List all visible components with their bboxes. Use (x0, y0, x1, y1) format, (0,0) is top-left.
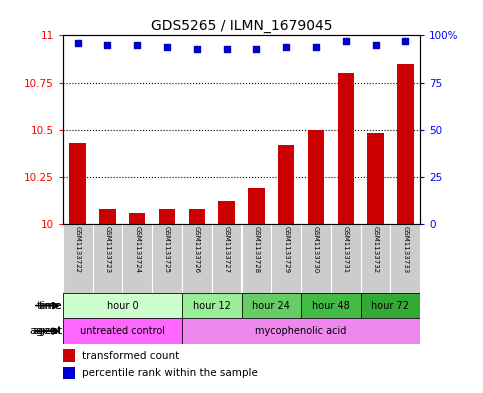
Bar (390, 224, 420, 293)
Bar (129, 213, 145, 224)
Point (193, 46, 201, 52)
Bar (63, 349, 75, 362)
Bar (397, 64, 413, 224)
Bar (159, 209, 175, 224)
Point (282, 44, 290, 50)
Bar (63, 293, 182, 318)
Text: hour 12: hour 12 (193, 301, 231, 310)
Bar (122, 224, 152, 293)
Bar (368, 134, 384, 224)
Bar (212, 224, 242, 293)
Bar (182, 224, 212, 293)
Bar (301, 224, 331, 293)
Point (253, 46, 260, 52)
Title: GDS5265 / ILMN_1679045: GDS5265 / ILMN_1679045 (151, 19, 332, 33)
Bar (338, 73, 354, 224)
Text: transformed count: transformed count (83, 351, 180, 360)
Point (104, 42, 112, 48)
Bar (63, 367, 75, 380)
Point (401, 38, 409, 44)
Text: untreated control: untreated control (80, 326, 165, 336)
Point (133, 42, 141, 48)
Text: GSM1133726: GSM1133726 (194, 226, 200, 273)
Text: GSM1133729: GSM1133729 (283, 226, 289, 273)
Bar (271, 224, 301, 293)
Text: GSM1133724: GSM1133724 (134, 226, 140, 273)
Point (342, 38, 350, 44)
Bar (63, 318, 182, 344)
Bar (361, 224, 390, 293)
Text: GSM1133722: GSM1133722 (75, 226, 81, 273)
Text: GSM1133725: GSM1133725 (164, 226, 170, 273)
Text: time: time (37, 301, 62, 310)
Point (223, 46, 230, 52)
Text: mycophenolic acid: mycophenolic acid (256, 326, 347, 336)
Text: hour 24: hour 24 (252, 301, 290, 310)
Text: GSM1133728: GSM1133728 (254, 226, 259, 273)
Point (312, 44, 320, 50)
Bar (248, 188, 265, 224)
Text: percentile rank within the sample: percentile rank within the sample (83, 368, 258, 378)
Bar (278, 145, 294, 224)
Text: GSM1133723: GSM1133723 (104, 226, 111, 273)
Text: hour 48: hour 48 (312, 301, 350, 310)
Text: GSM1133733: GSM1133733 (402, 226, 408, 273)
Text: agent: agent (33, 326, 63, 336)
Text: GSM1133731: GSM1133731 (343, 226, 349, 273)
Text: hour 72: hour 72 (371, 301, 410, 310)
Bar (242, 293, 301, 318)
Bar (301, 293, 361, 318)
Text: GSM1133730: GSM1133730 (313, 226, 319, 273)
Point (74, 40, 82, 46)
Text: time: time (39, 301, 63, 310)
Bar (182, 318, 420, 344)
Point (372, 42, 380, 48)
Bar (331, 224, 361, 293)
Point (163, 44, 171, 50)
Text: GSM1133727: GSM1133727 (224, 226, 229, 273)
Bar (93, 224, 122, 293)
Bar (242, 224, 271, 293)
Bar (63, 224, 93, 293)
Text: agent: agent (29, 326, 62, 336)
Bar (361, 293, 420, 318)
Bar (218, 201, 235, 224)
Bar (99, 209, 115, 224)
Bar (182, 293, 242, 318)
Bar (152, 224, 182, 293)
Bar (70, 143, 86, 224)
Text: hour 0: hour 0 (107, 301, 138, 310)
Bar (189, 209, 205, 224)
Bar (308, 130, 324, 224)
Text: GSM1133732: GSM1133732 (372, 226, 379, 273)
